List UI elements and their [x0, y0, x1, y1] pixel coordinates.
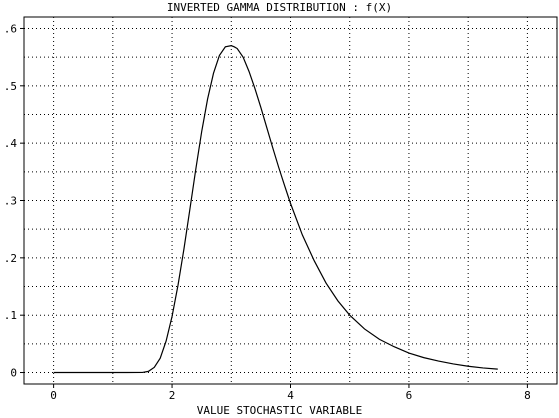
x-axis: 0 2 4 6 8 [50, 384, 531, 402]
x-axis-label: VALUE STOCHASTIC VARIABLE [197, 404, 363, 417]
chart-title: INVERTED GAMMA DISTRIBUTION : f(X) [167, 1, 392, 14]
x-tick-label: 0 [50, 389, 57, 402]
x-tick-label: 8 [524, 389, 531, 402]
y-tick-label: .5 [4, 80, 17, 93]
plot-frame [23, 16, 558, 385]
y-tick-label: .3 [4, 195, 17, 208]
y-tick-label: .2 [4, 252, 17, 265]
density-curve [53, 45, 498, 374]
x-tick-label: 2 [169, 389, 176, 402]
y-tick-label: .1 [4, 309, 17, 322]
x-tick-label: 4 [287, 389, 294, 402]
x-tick-label: 6 [406, 389, 413, 402]
y-axis: 0 .1 .2 .3 .4 .5 .6 [4, 22, 24, 380]
y-tick-label: .6 [4, 22, 17, 35]
y-tick-label: .4 [4, 137, 18, 150]
y-tick-label: 0 [10, 367, 17, 380]
grid-lines [24, 17, 557, 384]
